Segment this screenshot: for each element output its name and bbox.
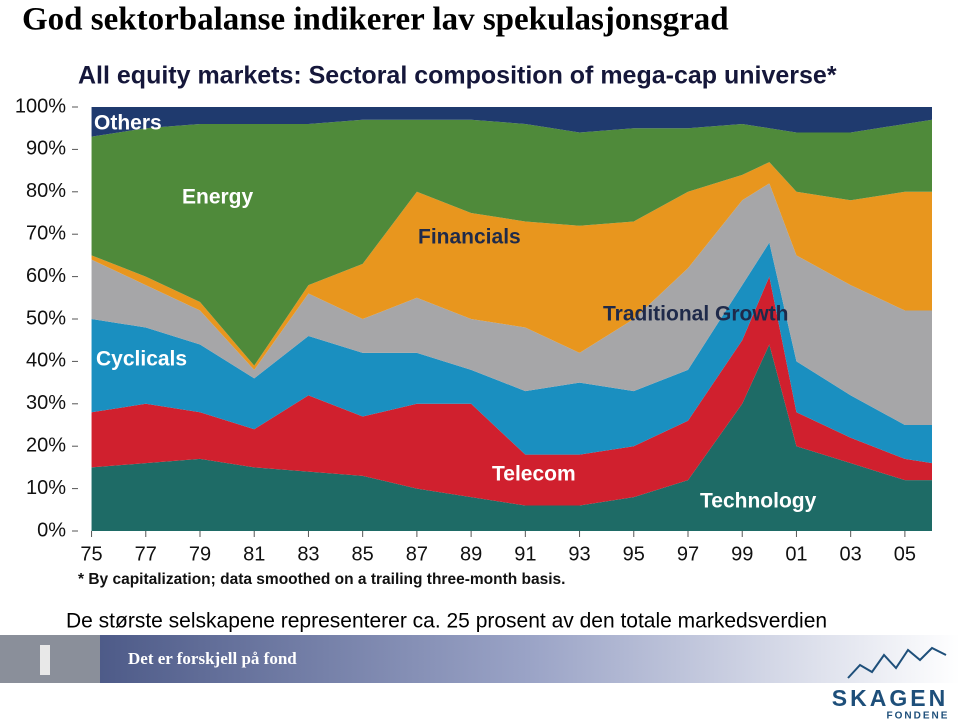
- x-tick-label: 75: [80, 543, 102, 565]
- x-tick-label: 93: [568, 543, 590, 565]
- y-tick-label: 70%: [26, 222, 66, 244]
- area: [91, 344, 933, 531]
- series-label: Telecom: [492, 463, 576, 486]
- x-tick-label: 97: [677, 543, 699, 565]
- x-tick-label: 77: [135, 543, 157, 565]
- area: [91, 119, 933, 366]
- x-tick-label: 01: [785, 543, 807, 565]
- area: [91, 183, 933, 425]
- x-tick-label: 99: [731, 543, 753, 565]
- footnote: * By capitalization; data smoothed on a …: [78, 571, 565, 588]
- y-tick-label: 50%: [26, 307, 66, 329]
- series-label: Financials: [418, 226, 521, 249]
- area: [91, 107, 933, 137]
- logo-sub: FONDENE: [887, 711, 950, 721]
- slide-title: God sektorbalanse indikerer lav spekulas…: [22, 2, 729, 38]
- y-tick-label: 80%: [26, 180, 66, 202]
- y-tick-label: 40%: [26, 350, 66, 372]
- footer-band: [0, 635, 960, 683]
- logo: SKAGEN: [832, 685, 948, 711]
- plot-area: [78, 107, 933, 531]
- x-tick-label: 85: [352, 543, 374, 565]
- x-tick-label: 95: [623, 543, 645, 565]
- area: [91, 162, 933, 370]
- caption: De største selskapene representerer ca. …: [66, 610, 827, 633]
- series-label: Cyclicals: [96, 348, 187, 371]
- series-label: Technology: [700, 490, 817, 513]
- x-tick-label: 79: [189, 543, 211, 565]
- x-tick-label: 83: [297, 543, 319, 565]
- area: [91, 242, 933, 464]
- chart-title: All equity markets: Sectoral composition…: [78, 62, 837, 90]
- x-tick-label: 03: [840, 543, 862, 565]
- series-label: Others: [94, 112, 162, 135]
- area: [91, 276, 933, 506]
- logo-graph: [847, 646, 947, 679]
- x-tick-label: 87: [406, 543, 428, 565]
- y-tick-label: 10%: [26, 477, 66, 499]
- y-tick-label: 30%: [26, 392, 66, 414]
- y-tick-label: 90%: [26, 138, 66, 160]
- y-tick-label: 0%: [37, 519, 66, 541]
- x-tick-label: 89: [460, 543, 482, 565]
- y-tick-label: 100%: [15, 95, 66, 117]
- x-tick-label: 05: [894, 543, 916, 565]
- x-tick-label: 91: [514, 543, 536, 565]
- series-label: Traditional Growth: [603, 303, 789, 326]
- tagline: Det er forskjell på fond: [128, 649, 297, 668]
- series-label: Energy: [182, 186, 254, 209]
- x-tick-label: 81: [243, 543, 265, 565]
- lighthouse: [40, 645, 50, 675]
- y-tick-label: 20%: [26, 434, 66, 456]
- y-tick-label: 60%: [26, 265, 66, 287]
